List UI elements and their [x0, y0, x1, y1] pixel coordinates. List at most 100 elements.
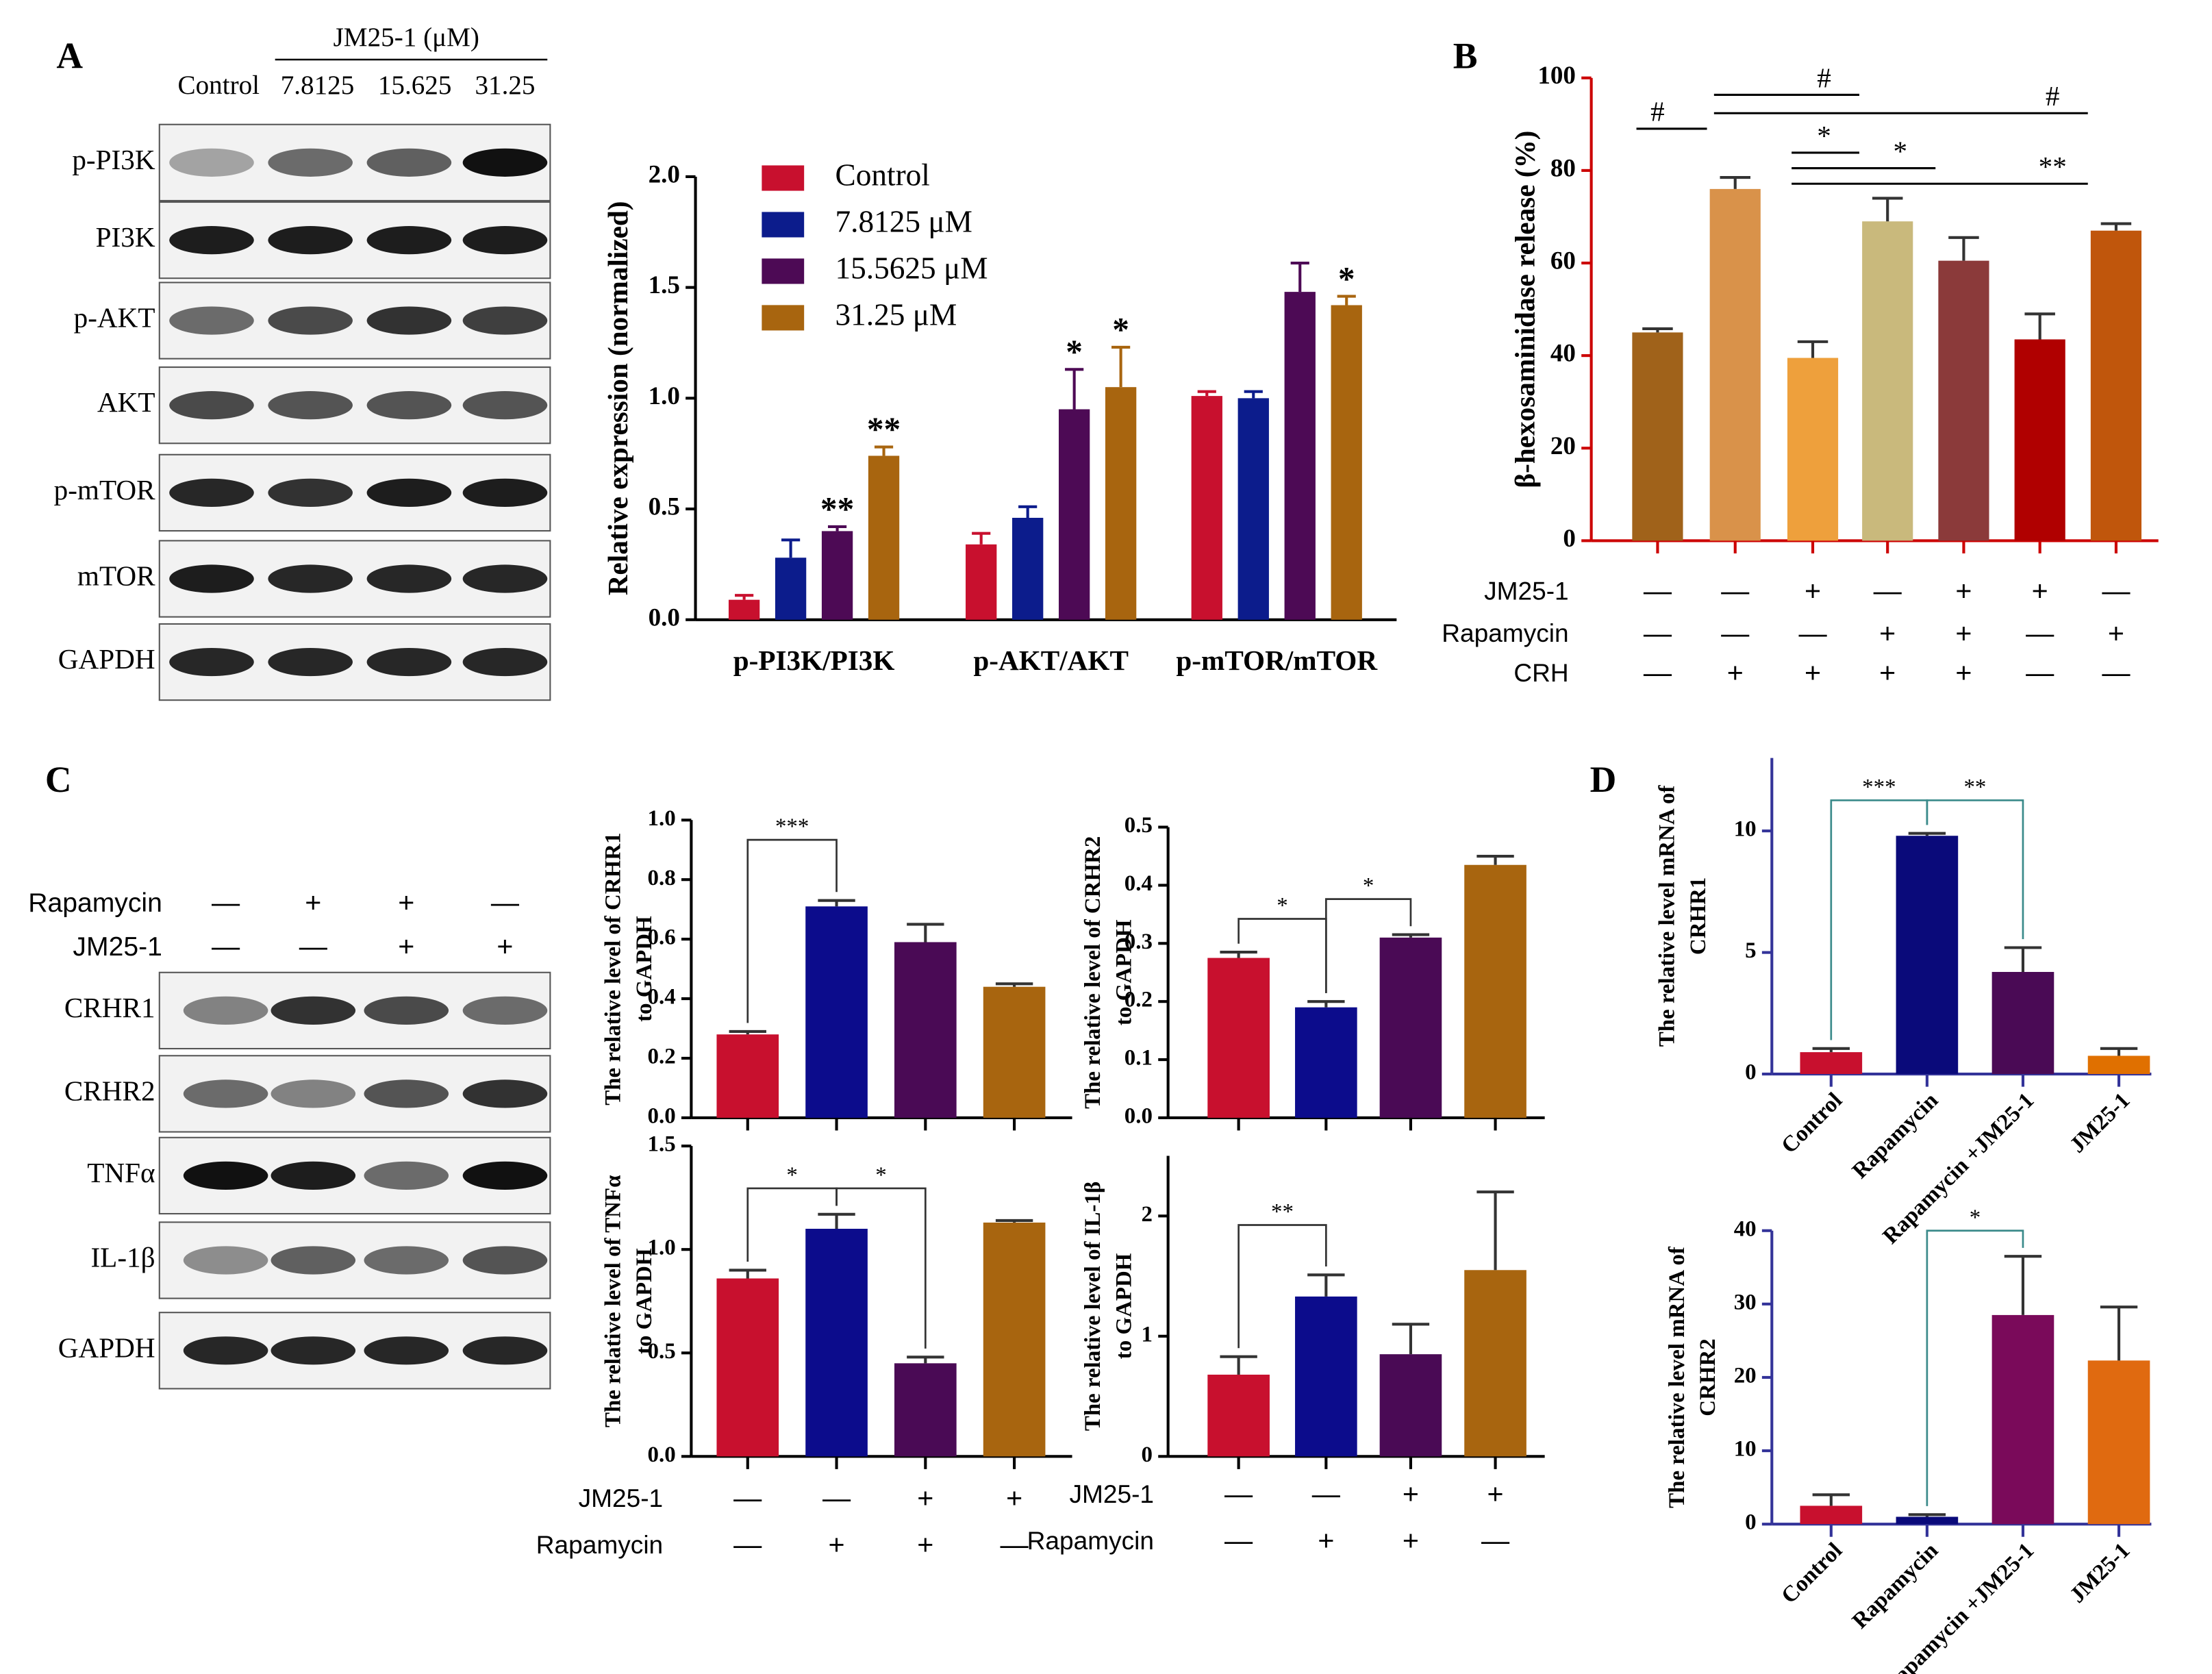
- significance-label: #: [1650, 96, 1665, 127]
- bar: [775, 558, 807, 620]
- lane-label: 7.8125: [281, 71, 355, 100]
- y-axis-label: CRHR1: [1686, 877, 1711, 955]
- bar: [1464, 864, 1526, 1118]
- blot-band: [268, 647, 353, 677]
- treatment-mark: —: [733, 1482, 762, 1514]
- blot-band: [169, 478, 254, 507]
- bar: [1237, 398, 1269, 620]
- significance-label: *: [1893, 135, 1907, 166]
- y-tick-label: 0.4: [648, 985, 676, 1010]
- blot-band: [183, 1079, 268, 1108]
- blot-band: [169, 647, 254, 677]
- treatment-mark: —: [2102, 657, 2131, 688]
- blot-band: [169, 564, 254, 593]
- blot-band: [462, 306, 548, 335]
- blot-row-label: TNFα: [87, 1157, 155, 1188]
- y-axis-label: to GAPDH: [1111, 919, 1136, 1025]
- y-tick-label: 0.2: [1124, 988, 1153, 1012]
- treatment-mark: +: [1879, 657, 1896, 688]
- treatment-mark: +: [1403, 1478, 1419, 1510]
- y-tick-label: 0.5: [1124, 813, 1153, 838]
- comparison-bracket: [1926, 799, 2024, 940]
- significance-label: **: [2039, 151, 2067, 182]
- blot-row-label: AKT: [97, 386, 155, 418]
- significance-label: *: [1363, 874, 1374, 899]
- y-tick-label: 0.8: [648, 866, 676, 890]
- blot-band: [268, 478, 353, 507]
- bar: [805, 1228, 868, 1457]
- significance-label: *: [1817, 120, 1831, 151]
- bar: [1058, 409, 1090, 620]
- blot-band: [366, 391, 452, 420]
- bar: [1787, 358, 1839, 541]
- blot-band: [364, 996, 449, 1025]
- treatment-mark: —: [1721, 617, 1750, 649]
- bar: [728, 599, 760, 620]
- y-tick-label: 20: [1734, 1364, 1757, 1388]
- bar: [716, 1278, 779, 1457]
- x-tick-label: p-AKT/AKT: [973, 645, 1129, 676]
- blot-row-label: CRHR1: [64, 992, 155, 1023]
- blot-band: [271, 996, 356, 1025]
- bar: [894, 942, 957, 1118]
- treatment-label: JM25-1: [1069, 1479, 1154, 1508]
- y-axis-label: The relative level of CRHR1: [601, 832, 626, 1105]
- legend-label: 15.5625 μM: [835, 251, 988, 285]
- significance-label: *: [786, 1163, 797, 1188]
- treatment-label: Rapamycin: [1027, 1526, 1154, 1555]
- bar: [716, 1034, 779, 1118]
- blot-band: [268, 564, 353, 593]
- panel-label: B: [1453, 35, 1478, 76]
- significance-label: ***: [775, 814, 809, 839]
- y-axis-label: The relative level mRNA of: [1655, 784, 1679, 1047]
- y-tick-label: 0.2: [648, 1045, 676, 1069]
- y-tick-label: 0.0: [1124, 1103, 1153, 1128]
- blot-row-label: GAPDH: [58, 1332, 155, 1363]
- treatment-mark: +: [1955, 657, 1972, 688]
- blot-band: [364, 1246, 449, 1275]
- blot-band: [364, 1161, 449, 1190]
- blot-band: [462, 478, 548, 507]
- y-axis-label: to GAPDH: [632, 1248, 657, 1354]
- y-tick-label: 10: [1734, 817, 1757, 842]
- significance-label: *: [1112, 311, 1129, 349]
- treatment-mark: +: [1805, 575, 1821, 607]
- lane-label: Control: [178, 71, 260, 100]
- blot-band: [462, 148, 548, 177]
- treatment-mark: +: [1727, 657, 1744, 688]
- y-tick-label: 1.0: [648, 1236, 676, 1260]
- y-axis-label: The relative level of IL-1β: [1081, 1182, 1105, 1431]
- treatment-mark: +: [1487, 1478, 1504, 1510]
- y-tick-label: 0.5: [648, 1339, 676, 1364]
- y-tick-label: 0.1: [1124, 1046, 1153, 1071]
- y-tick-label: 2.0: [649, 160, 680, 188]
- treatment-label: JM25-1: [73, 932, 162, 962]
- significance-label: **: [867, 410, 901, 448]
- y-tick-label: 5: [1745, 938, 1756, 963]
- treatment-label: Rapamycin: [1442, 619, 1568, 647]
- treatment-label: JM25-1: [1484, 576, 1569, 605]
- y-tick-label: 0: [1563, 525, 1576, 553]
- legend-swatch: [762, 212, 805, 238]
- bar: [1464, 1270, 1526, 1457]
- bar: [1207, 1374, 1270, 1457]
- significance-label: *: [1338, 260, 1355, 297]
- y-tick-label: 1.5: [649, 271, 680, 299]
- treatment-mark: +: [398, 887, 414, 919]
- blot-band: [271, 1161, 356, 1190]
- blot-band: [462, 1336, 548, 1365]
- bar: [894, 1363, 957, 1457]
- blot-row-label: GAPDH: [58, 643, 155, 675]
- significance-label: #: [1817, 62, 1831, 93]
- y-tick-label: 1: [1142, 1322, 1153, 1347]
- significance-label: #: [2046, 80, 2060, 112]
- treatment-mark: +: [497, 931, 513, 962]
- legend-swatch: [762, 165, 805, 191]
- y-tick-label: 0: [1745, 1060, 1756, 1085]
- y-tick-label: 100: [1537, 62, 1576, 90]
- blot-band: [366, 226, 452, 255]
- blot-band: [183, 996, 268, 1025]
- treatment-mark: —: [2102, 575, 2131, 607]
- blot-row-label: CRHR2: [64, 1075, 155, 1106]
